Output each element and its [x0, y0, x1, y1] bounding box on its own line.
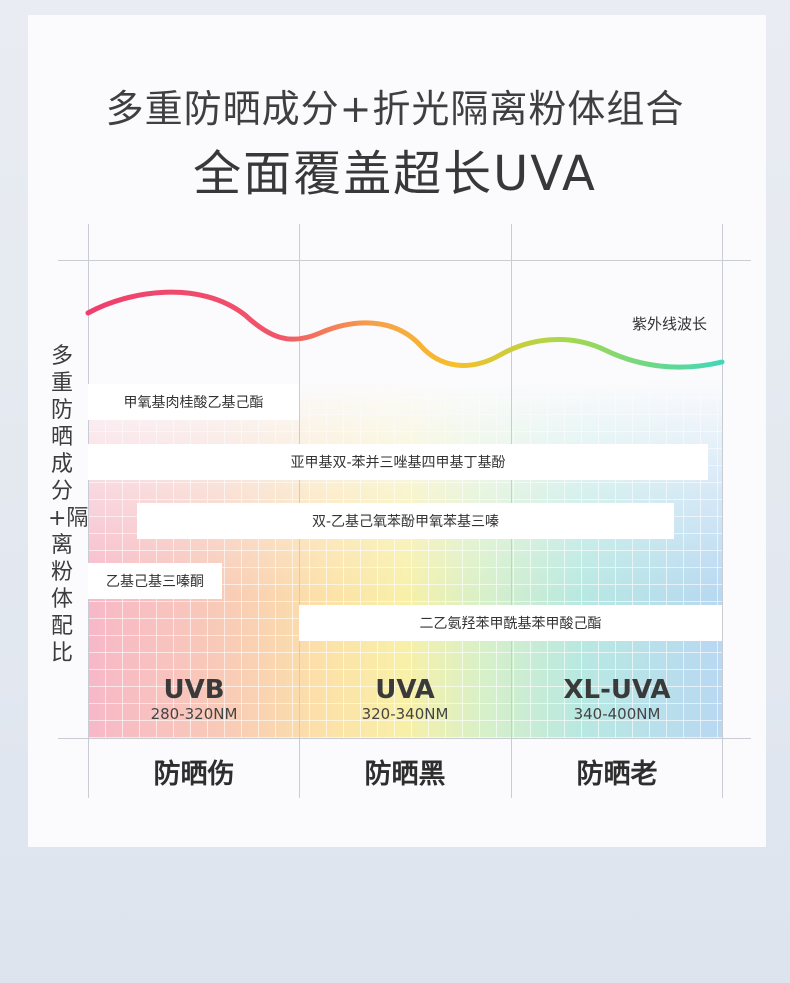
y-axis-label: 多重防晒成分+隔离粉体配比 [48, 344, 89, 666]
fade-overlay [88, 380, 722, 738]
band-range-uvb: 280-320NM [150, 705, 238, 723]
ingredient-bar-2: 亚甲基双-苯并三唑基四甲基丁基酚 [88, 444, 708, 480]
title-line-2: 全面覆盖超长UVA [193, 146, 597, 202]
grid-line-v4 [722, 224, 723, 798]
spectrum-background [88, 380, 722, 738]
band-range-xl-uva: 340-400NM [573, 705, 661, 723]
wave-label: 紫外线波长 [632, 315, 708, 333]
ingredient-bar-1: 甲氧基肉桂酸乙基己酯 [88, 384, 299, 420]
band-range-uva: 320-340NM [361, 705, 449, 723]
effect-xl-uva: 防晒老 [576, 759, 658, 790]
effect-uvb: 防晒伤 [153, 759, 235, 790]
grid-line-top [58, 260, 751, 261]
grid-line-v1 [88, 224, 89, 798]
effect-uva: 防晒黑 [364, 759, 446, 790]
band-name-uvb: UVB [163, 675, 225, 705]
uv-wave-path [85, 289, 725, 370]
ingredient-bar-4: 乙基己基三嗪酮 [88, 563, 222, 599]
ingredient-bar-3: 双-乙基己氧苯酚甲氧苯基三嗪 [137, 503, 674, 539]
band-name-xl-uva: XL-UVA [563, 675, 671, 705]
band-name-uva: UVA [375, 675, 435, 705]
ingredient-bar-5: 二乙氨羟苯甲酰基苯甲酸己酯 [299, 605, 722, 641]
grid-line-bottom [58, 738, 751, 739]
title-line-1: 多重防晒成分+折光隔离粉体组合 [105, 87, 685, 131]
